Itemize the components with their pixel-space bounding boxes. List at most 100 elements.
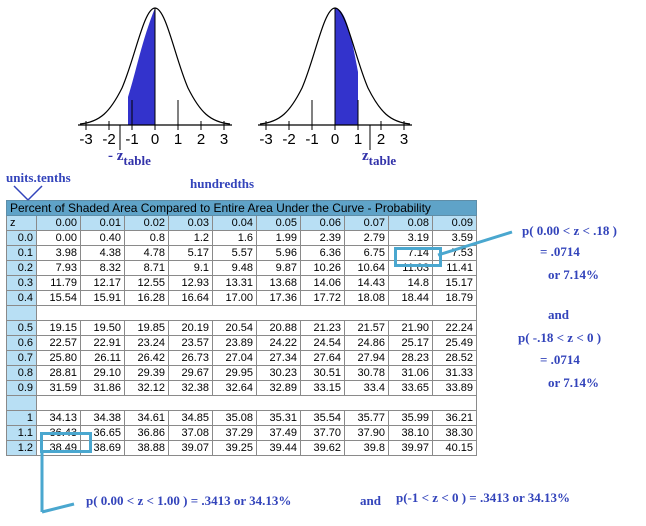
table-cell: 35.08 bbox=[212, 410, 257, 426]
table-cell: 25.49 bbox=[432, 335, 477, 351]
table-cell: 9.87 bbox=[256, 260, 301, 276]
table-cell: 29.95 bbox=[212, 365, 257, 381]
table-cell: 19.15 bbox=[36, 320, 81, 336]
table-cell: 24.54 bbox=[300, 335, 345, 351]
left-tick-label: -2 bbox=[102, 131, 115, 148]
table-cell: 39.62 bbox=[300, 440, 345, 456]
table-cell: 13.31 bbox=[212, 275, 257, 291]
neg-z-table-label: - ztable bbox=[108, 148, 151, 169]
table-cell: 25.17 bbox=[388, 335, 433, 351]
table-cell: 29.39 bbox=[124, 365, 169, 381]
table-cell: 27.64 bbox=[300, 350, 345, 366]
z-row-label: 1.2 bbox=[6, 440, 37, 456]
z-prefix: z bbox=[362, 148, 369, 164]
left-curve-diagram: -3 -2 -1 0 1 2 3 bbox=[78, 7, 232, 150]
table-cell: 3.98 bbox=[36, 245, 81, 261]
table-cell: 39.07 bbox=[168, 440, 213, 456]
table-cell: 38.30 bbox=[432, 425, 477, 441]
table-cell: 14.43 bbox=[344, 275, 389, 291]
table-cell: 23.57 bbox=[168, 335, 213, 351]
table-cell: 21.57 bbox=[344, 320, 389, 336]
highlight-7-14 bbox=[394, 247, 442, 267]
right-tick-label: 2 bbox=[377, 131, 385, 148]
right-tick-label: 3 bbox=[400, 131, 408, 148]
table-cell: 27.94 bbox=[344, 350, 389, 366]
table-row: 0.7 25.80 26.11 26.42 26.73 27.04 27.34 27.64 27… bbox=[6, 350, 477, 366]
table-row: 1 34.13 34.38 34.61 34.85 35.08 35.31 35.54 35.7… bbox=[6, 410, 477, 426]
table-cell: 36.86 bbox=[124, 425, 169, 441]
right-tick-label: -3 bbox=[259, 131, 272, 148]
table-cell: 17.72 bbox=[300, 290, 345, 306]
table-cell: 6.36 bbox=[300, 245, 345, 261]
table-header-row: z 0.00 0.01 0.02 0.03 0.04 0.05 0.06 0.0… bbox=[6, 215, 477, 231]
header-cell: 0.09 bbox=[432, 215, 477, 231]
table-cell: 37.90 bbox=[344, 425, 389, 441]
left-tick-label: 1 bbox=[174, 131, 182, 148]
table-cell: 15.91 bbox=[80, 290, 125, 306]
right-ticks bbox=[265, 8, 405, 150]
table-cell: 37.49 bbox=[256, 425, 301, 441]
table-row: 0.4 15.54 15.91 16.28 16.64 17.00 17.36 17.72 18… bbox=[6, 290, 477, 306]
header-cell: 0.01 bbox=[80, 215, 125, 231]
table-cell: 26.11 bbox=[80, 350, 125, 366]
annotation-and-2: and bbox=[360, 493, 381, 508]
table-cell: 28.52 bbox=[432, 350, 477, 366]
table-cell: 24.22 bbox=[256, 335, 301, 351]
z-row-label: 0.4 bbox=[6, 290, 37, 306]
annotation-p2-pct: or 7.14% bbox=[548, 375, 600, 390]
hundredths-label: hundredths bbox=[190, 176, 255, 191]
table-cell: 34.61 bbox=[124, 410, 169, 426]
table-cell: 35.99 bbox=[388, 410, 433, 426]
table-cell: 33.89 bbox=[432, 380, 477, 396]
table-cell: 40.15 bbox=[432, 440, 477, 456]
table-cell: 19.85 bbox=[124, 320, 169, 336]
table-cell: 8.71 bbox=[124, 260, 169, 276]
header-cell: 0.05 bbox=[256, 215, 301, 231]
table-cell: 22.24 bbox=[432, 320, 477, 336]
neg-z-sub: table bbox=[123, 153, 151, 168]
table-cell: 35.77 bbox=[344, 410, 389, 426]
annotation-p1-pct: or 7.14% bbox=[548, 267, 600, 282]
table-cell: 0.40 bbox=[80, 230, 125, 246]
left-ticks bbox=[85, 8, 225, 150]
pointer-line bbox=[41, 502, 75, 514]
z-row-label: 1.1 bbox=[6, 425, 37, 441]
right-tick-label: -2 bbox=[282, 131, 295, 148]
table-cell: 30.78 bbox=[344, 365, 389, 381]
table-cell: 35.54 bbox=[300, 410, 345, 426]
table-cell: 10.26 bbox=[300, 260, 345, 276]
table-cell: 26.73 bbox=[168, 350, 213, 366]
right-shaded-area bbox=[335, 8, 358, 125]
table-cell: 36.21 bbox=[432, 410, 477, 426]
table-cell: 32.38 bbox=[168, 380, 213, 396]
table-cell: 28.81 bbox=[36, 365, 81, 381]
table-cell: 20.88 bbox=[256, 320, 301, 336]
table-cell: 3.19 bbox=[388, 230, 433, 246]
left-shaded-area bbox=[128, 8, 155, 125]
table-cell: 39.97 bbox=[388, 440, 433, 456]
table-cell: 5.96 bbox=[256, 245, 301, 261]
table-cell: 0.00 bbox=[36, 230, 81, 246]
left-tick-label: -3 bbox=[79, 131, 92, 148]
highlight-34-13 bbox=[40, 432, 92, 453]
left-tick-label: 0 bbox=[151, 131, 159, 148]
table-cell: 34.85 bbox=[168, 410, 213, 426]
table-cell: 28.23 bbox=[388, 350, 433, 366]
header-cell: 0.00 bbox=[36, 215, 81, 231]
spacer-row bbox=[6, 305, 477, 321]
table-cell: 16.28 bbox=[124, 290, 169, 306]
table-cell: 26.42 bbox=[124, 350, 169, 366]
units-tenths-label: units.tenths bbox=[6, 170, 71, 185]
table-row: 0.8 28.81 29.10 29.39 29.67 29.95 30.23 30.51 30… bbox=[6, 365, 477, 381]
table-row: 0.2 7.93 8.32 8.71 9.1 9.48 9.87 10.26 10.64 11.0… bbox=[6, 260, 477, 276]
probability-table: Percent of Shaded Area Compared to Entir… bbox=[6, 200, 477, 456]
neg-z-prefix: - z bbox=[108, 148, 124, 164]
table-row: 0.6 22.57 22.91 23.24 23.57 23.89 24.22 24.54 24… bbox=[6, 335, 477, 351]
normal-curves: -3 -2 -1 0 1 2 3 -3 -2 -1 0 1 2 3 bbox=[78, 7, 412, 150]
table-cell: 1.99 bbox=[256, 230, 301, 246]
header-cell: 0.08 bbox=[388, 215, 433, 231]
table-group-2: 0.5 19.15 19.50 19.85 20.19 20.54 20.88 21.23 21… bbox=[6, 320, 477, 396]
table-cell: 1.6 bbox=[212, 230, 257, 246]
table-cell: 24.86 bbox=[344, 335, 389, 351]
annotation-and-1: and bbox=[548, 307, 569, 322]
